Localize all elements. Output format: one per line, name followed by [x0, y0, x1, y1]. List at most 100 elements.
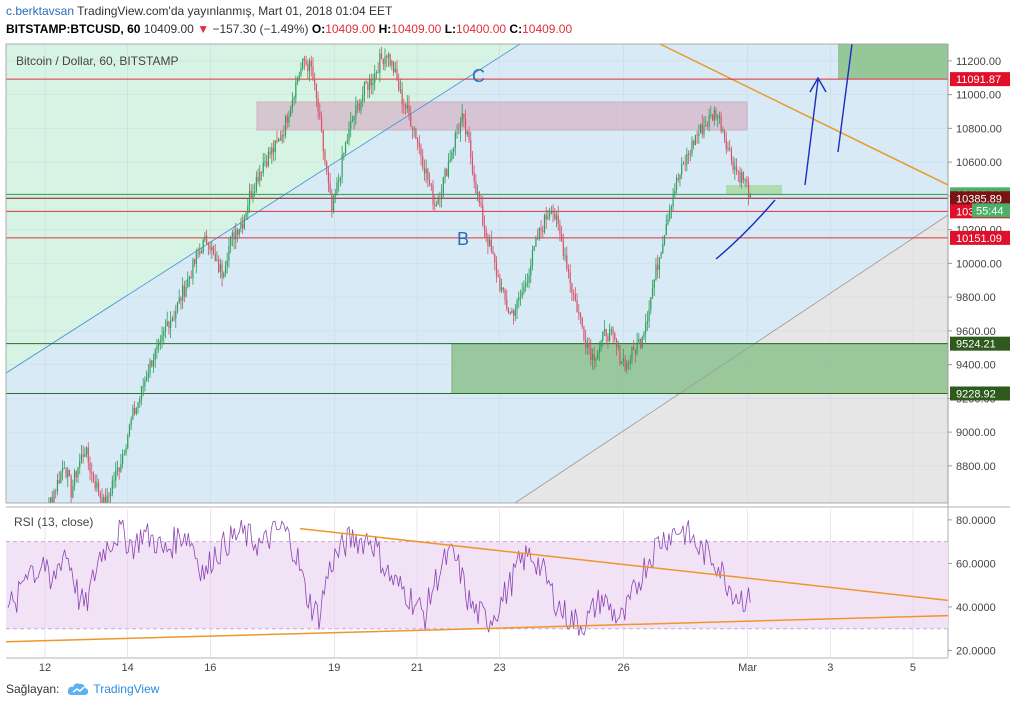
- candle-body: [600, 340, 602, 349]
- candle-body: [84, 454, 86, 457]
- candle-body: [392, 61, 395, 73]
- candle-body: [85, 447, 88, 455]
- candle-body: [146, 376, 148, 381]
- candle-body: [513, 310, 515, 316]
- x-tick-label: Mar: [738, 662, 757, 674]
- candle-body: [53, 491, 55, 503]
- candle-body: [49, 497, 52, 503]
- candle-body: [267, 151, 269, 166]
- support-zone: [451, 343, 948, 394]
- price-label: 9228.92: [956, 388, 996, 400]
- candle-body: [581, 317, 583, 327]
- candle-body: [190, 276, 192, 279]
- candle-body: [634, 349, 636, 354]
- candle-body: [670, 206, 672, 210]
- candle-body: [154, 349, 156, 360]
- candle-body: [173, 318, 175, 320]
- candle-body: [734, 166, 736, 170]
- candle-body: [650, 297, 652, 310]
- y-tick-label: 10000.00: [956, 258, 1002, 270]
- candle-body: [735, 166, 738, 172]
- candle-body: [722, 130, 724, 132]
- candle-body: [413, 128, 415, 130]
- candle-body: [170, 321, 172, 329]
- candle-body: [636, 342, 638, 354]
- author-link[interactable]: c.berktavsan: [6, 4, 75, 18]
- candle-body: [264, 161, 266, 163]
- candle-body: [130, 419, 132, 425]
- candle-body: [384, 56, 386, 65]
- candle-body: [411, 126, 414, 130]
- high-value: 10409.00: [391, 22, 442, 36]
- x-tick-label: 16: [204, 662, 216, 674]
- candle-body: [454, 133, 456, 148]
- candle-body: [317, 98, 319, 113]
- candle-body: [113, 480, 115, 482]
- candle-body: [394, 69, 396, 73]
- candle-body: [567, 268, 570, 273]
- candle-body: [341, 154, 343, 178]
- candle-body: [118, 467, 120, 472]
- candle-body: [329, 182, 331, 194]
- candle-body: [710, 114, 712, 116]
- candle-body: [447, 161, 450, 177]
- candle-body: [609, 329, 611, 342]
- candle-body: [566, 255, 568, 269]
- candle-body: [677, 178, 679, 180]
- wave-label-b: B: [457, 229, 469, 249]
- candle-body: [111, 481, 113, 494]
- candle-body: [242, 223, 244, 229]
- candle-body: [689, 153, 691, 155]
- candle-body: [715, 109, 717, 118]
- candle-body: [58, 479, 60, 484]
- candle-body: [509, 312, 511, 314]
- candle-body: [578, 312, 580, 314]
- price-label-bg: [950, 336, 1010, 351]
- candle-body: [694, 134, 697, 145]
- candle-body: [576, 300, 578, 313]
- candle-body: [350, 121, 352, 129]
- candle-body: [332, 196, 335, 213]
- candle-body: [471, 157, 474, 174]
- price-label-bg: [950, 386, 1010, 401]
- candle-body: [161, 335, 163, 341]
- candle-body: [218, 259, 220, 272]
- candle-body: [645, 323, 647, 333]
- footer: Sağlayan: TradingView: [6, 682, 159, 696]
- tradingview-logo[interactable]: TradingView: [67, 682, 159, 696]
- candle-body: [322, 130, 324, 151]
- candle-body: [343, 152, 345, 155]
- candle-body: [602, 331, 604, 341]
- candle-body: [741, 172, 743, 183]
- candle-body: [255, 176, 257, 192]
- resistance-zone: [256, 101, 748, 131]
- high-label: H:: [378, 22, 392, 36]
- candle-body: [303, 58, 305, 61]
- candle-body: [552, 211, 554, 214]
- candle-body: [288, 116, 290, 123]
- candle-body: [284, 115, 287, 136]
- candle-body: [679, 174, 681, 180]
- candle-body: [56, 479, 59, 492]
- candle-body: [428, 179, 431, 185]
- candle-body: [75, 471, 77, 478]
- price-label-bg: [950, 191, 1010, 206]
- y-tick-label: 9000.00: [956, 427, 996, 439]
- candle-body: [262, 162, 264, 173]
- candle-body: [132, 407, 134, 420]
- candle-body: [183, 285, 185, 297]
- candle-body: [99, 493, 101, 498]
- candle-body: [247, 205, 249, 213]
- candle-body: [55, 491, 57, 493]
- candle-body: [115, 470, 117, 481]
- candle-body: [374, 73, 376, 83]
- y-tick-label: 11200.00: [956, 56, 1001, 68]
- candle-body: [487, 236, 489, 246]
- candle-body: [458, 132, 460, 134]
- price-label-bg: [950, 72, 1010, 87]
- candle-body: [655, 264, 657, 280]
- candle-body: [621, 361, 623, 364]
- candle-body: [296, 78, 299, 83]
